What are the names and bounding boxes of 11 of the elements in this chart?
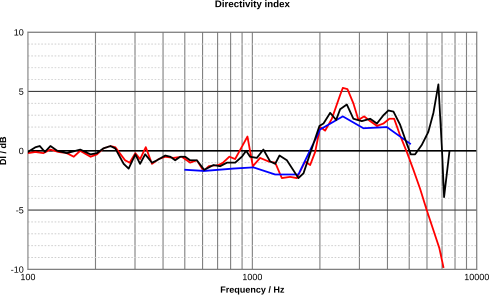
x-tick-label: 1000 <box>243 274 262 280</box>
y-tick-label: 10 <box>14 29 24 36</box>
x-axis-title: Frequency / Hz <box>220 286 284 295</box>
y-tick-label: -10 <box>11 266 24 273</box>
x-tick-label: 100 <box>21 274 36 280</box>
y-tick-label: -5 <box>16 207 24 214</box>
y-tick-label: 0 <box>19 148 24 154</box>
y-axis-title: DI / dB <box>0 136 6 164</box>
x-tick-label: 10000 <box>464 274 489 280</box>
chart-title: Directivity index <box>215 0 290 10</box>
y-tick-label: 5 <box>19 88 24 95</box>
